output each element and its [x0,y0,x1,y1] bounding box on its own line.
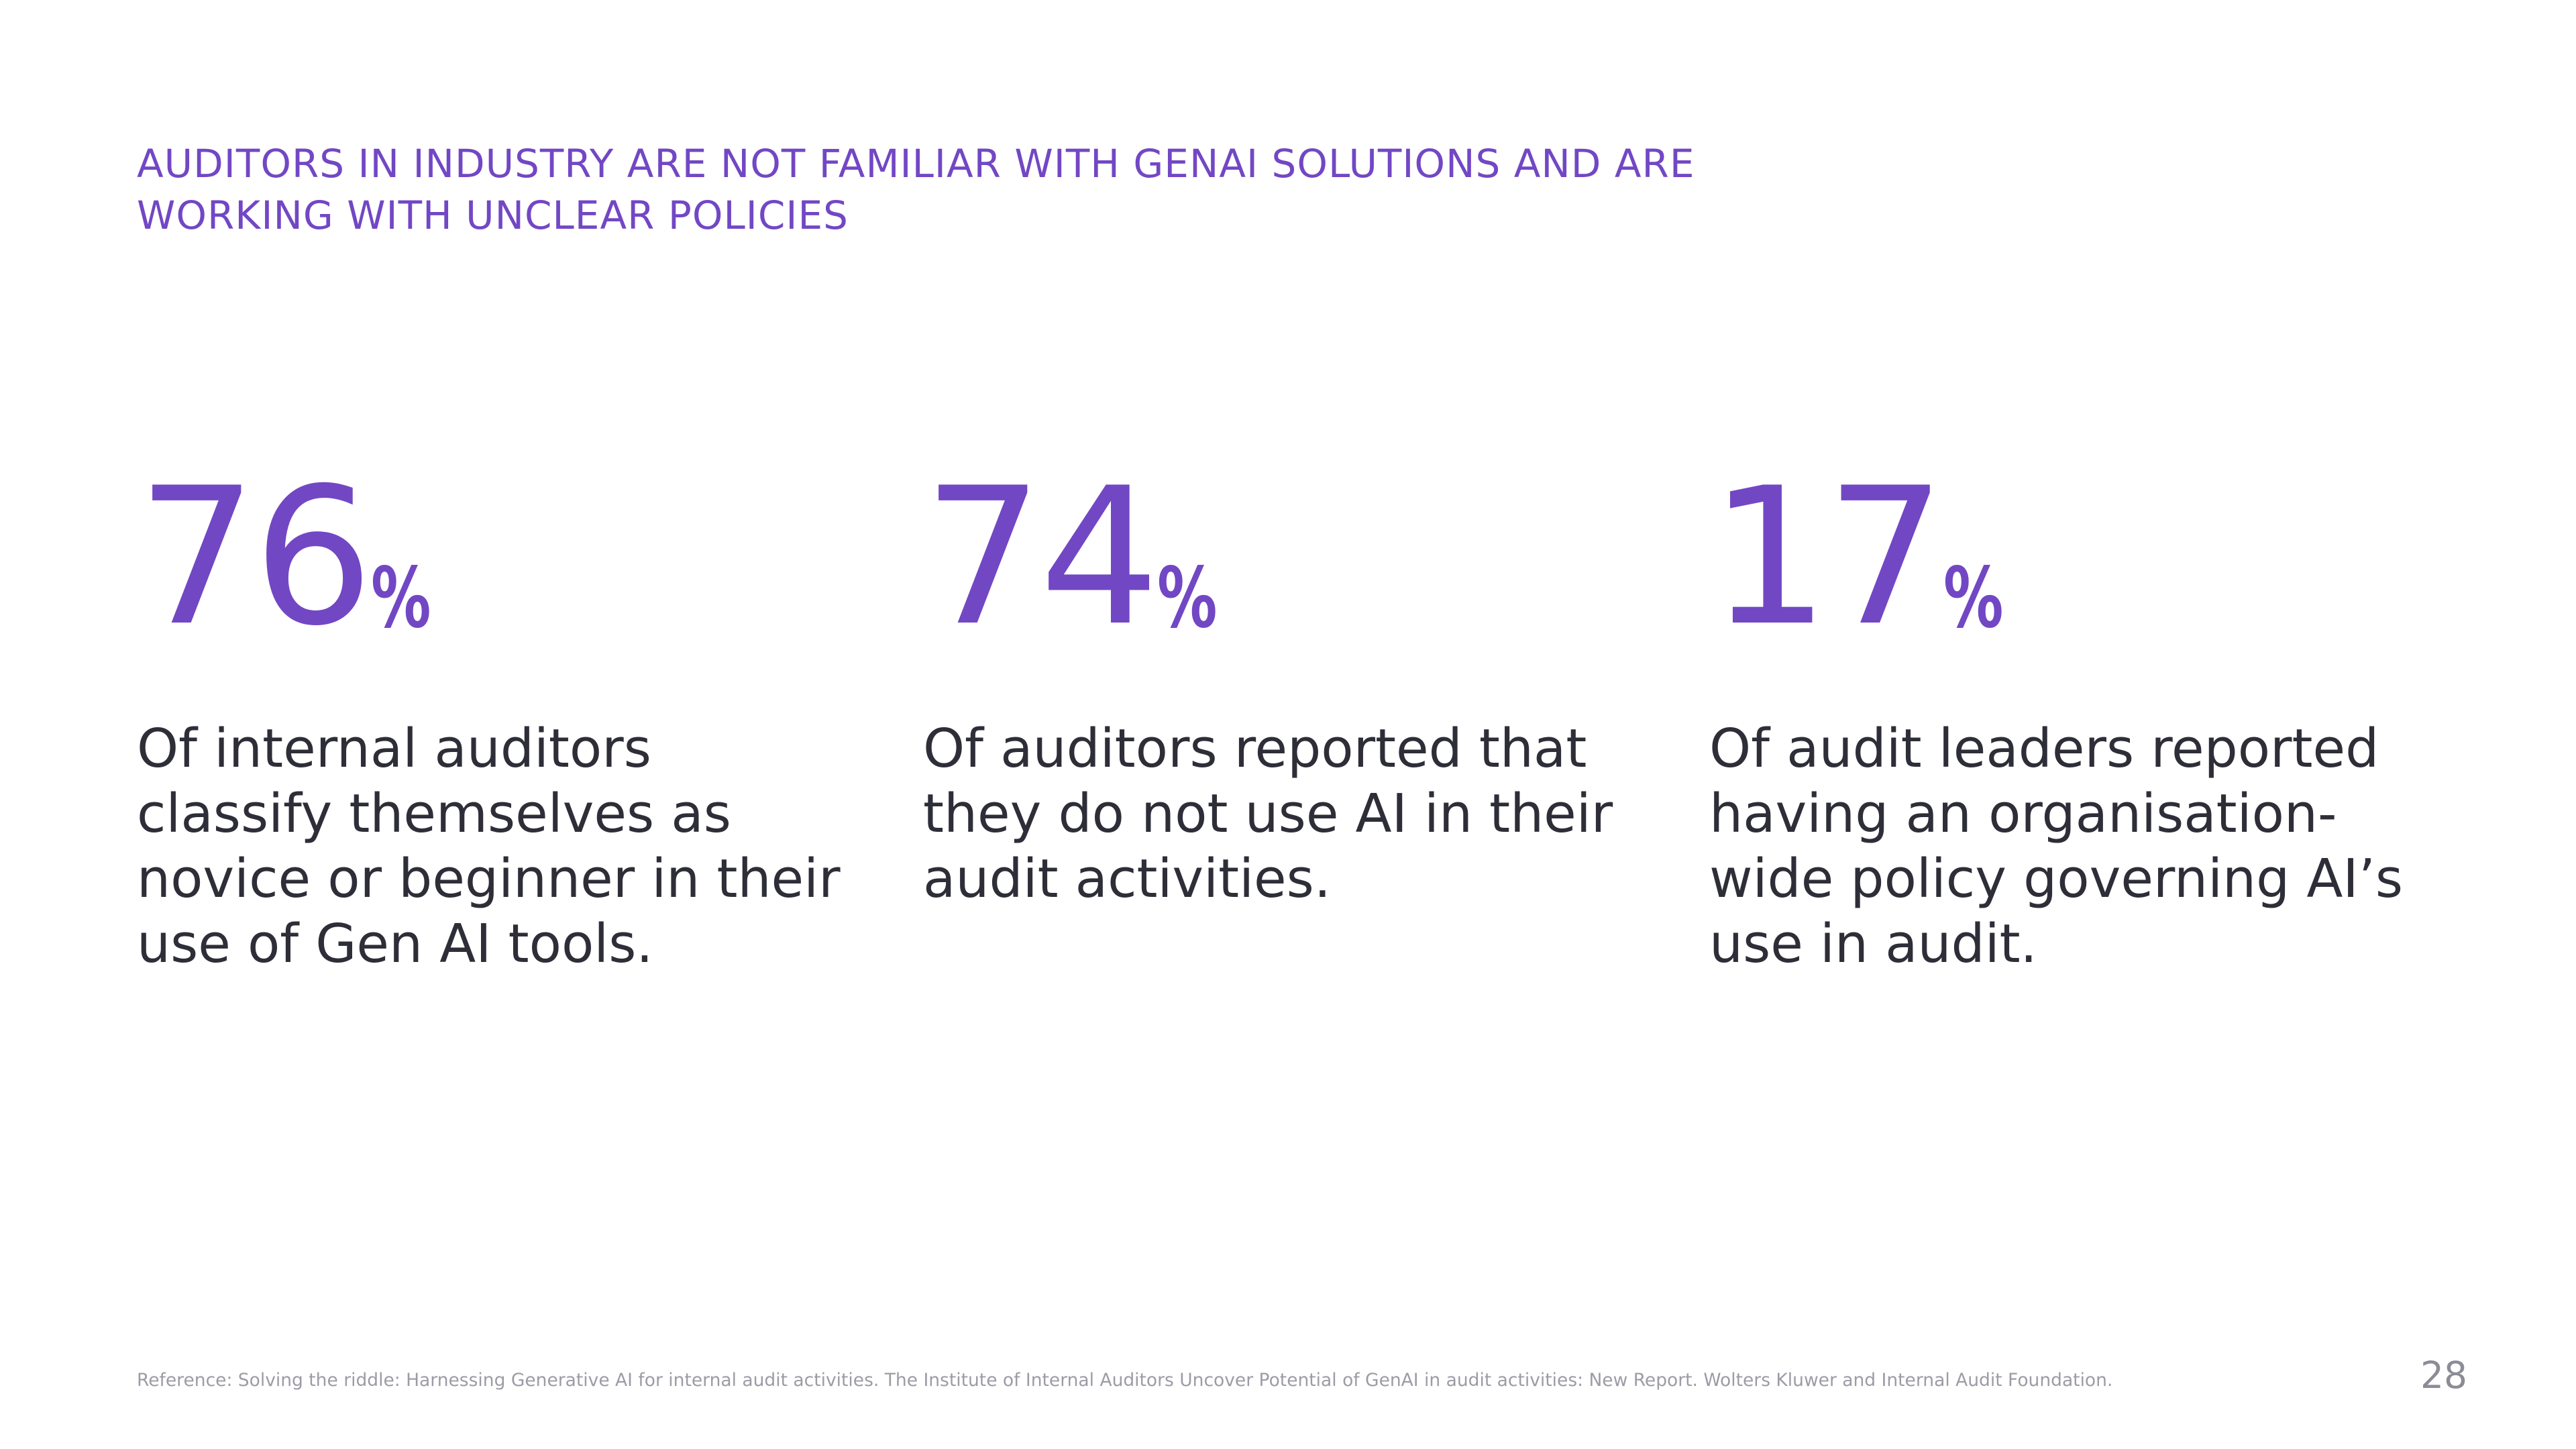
stat-value: 74 [923,447,1160,667]
stat-description-line: they do not use AI in their [923,783,1613,845]
percent-sign: % [370,550,431,647]
stat-value: 17 [1709,447,1946,667]
stat-block-3: 17% Of audit leaders reported having an … [1709,447,2414,977]
stat-description-line: novice or beginner in their [137,848,841,910]
page-title-line-1: AUDITORS IN INDUSTRY ARE NOT FAMILIAR WI… [137,141,1695,186]
stat-value: 76 [137,447,374,667]
stat-description: Of auditors reported that they do not us… [923,716,1627,912]
stat-figure: 17% [1709,447,2414,667]
stat-description-line: use in audit. [1709,913,2037,975]
stat-description-line: audit activities. [923,848,1331,910]
stat-description-line: classify themselves as [137,783,731,845]
stat-description-line: Of auditors reported that [923,718,1587,780]
percent-sign: % [1943,550,2004,647]
stat-description-line: Of internal auditors [137,718,651,780]
stat-description: Of internal auditors classify themselves… [137,716,841,977]
stat-description-line: use of Gen AI tools. [137,913,653,975]
stat-description-line: Of audit leaders reported [1709,718,2379,780]
page-number: 28 [2420,1354,2467,1397]
stat-block-1: 76% Of internal auditors classify themse… [137,447,841,977]
page-title: AUDITORS IN INDUSTRY ARE NOT FAMILIAR WI… [137,138,1948,241]
stat-description: Of audit leaders reported having an orga… [1709,716,2414,977]
reference-footnote: Reference: Solving the riddle: Harnessin… [137,1370,2113,1391]
stat-description-line: having an organisation- [1709,783,2337,845]
stat-figure: 74% [923,447,1627,667]
stat-figure: 76% [137,447,841,667]
stat-block-2: 74% Of auditors reported that they do no… [923,447,1627,912]
stat-description-line: wide policy governing AI’s [1709,848,2403,910]
page-title-line-2: WORKING WITH UNCLEAR POLICIES [137,193,849,238]
percent-sign: % [1157,550,1218,647]
